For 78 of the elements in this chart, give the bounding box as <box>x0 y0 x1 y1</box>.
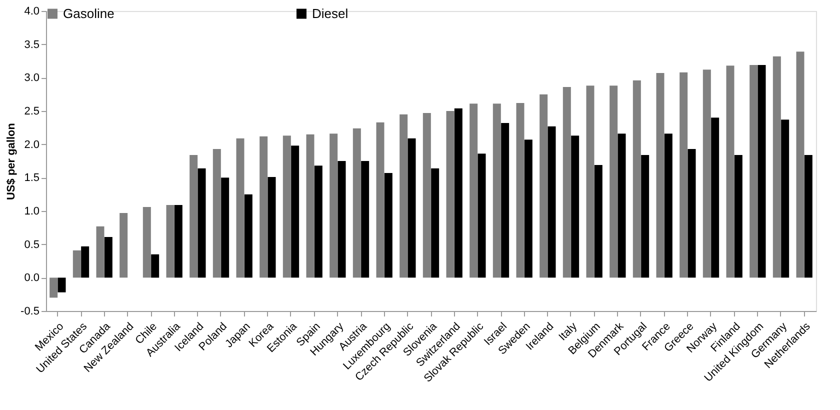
bar <box>680 72 688 278</box>
bar <box>190 155 198 278</box>
bar <box>750 65 758 278</box>
bar <box>212 149 221 278</box>
bar <box>632 80 641 278</box>
bar <box>81 246 90 278</box>
bar <box>796 52 804 278</box>
bar <box>306 134 314 278</box>
bar <box>470 104 478 278</box>
bar <box>282 136 291 278</box>
bar <box>361 161 370 278</box>
bar <box>641 155 650 278</box>
bar <box>72 250 81 278</box>
bar <box>96 226 104 278</box>
bar <box>151 254 160 278</box>
bar <box>174 205 182 278</box>
bar <box>702 70 711 278</box>
bar <box>711 118 720 278</box>
bar <box>400 114 408 278</box>
bar <box>236 138 244 278</box>
bar <box>540 94 548 278</box>
bar <box>664 134 672 278</box>
bar <box>446 111 454 278</box>
y-tick-label: 2.0 <box>24 138 40 151</box>
bar <box>268 177 276 278</box>
y-tick-label: 3.5 <box>24 38 40 51</box>
bar <box>330 134 338 278</box>
bar <box>422 113 431 278</box>
bar <box>758 65 766 278</box>
bar <box>656 73 664 278</box>
bar <box>726 66 734 278</box>
bar <box>58 278 66 292</box>
bar <box>431 168 440 278</box>
bar <box>244 194 252 278</box>
bar <box>804 155 812 278</box>
bar <box>781 120 790 278</box>
y-tick-label: 0.5 <box>24 238 40 251</box>
legend-label: Gasoline <box>63 6 114 21</box>
y-tick-label: -0.5 <box>20 306 40 318</box>
bar <box>120 213 128 278</box>
bar <box>688 149 696 278</box>
bar <box>198 168 206 278</box>
bar <box>524 140 532 278</box>
y-tick-label: 4.0 <box>24 6 40 18</box>
bar <box>408 138 416 278</box>
bar <box>352 128 361 278</box>
bar <box>772 56 781 278</box>
bar <box>548 126 556 278</box>
bar <box>478 154 486 278</box>
bar <box>562 87 571 278</box>
bar <box>50 278 58 298</box>
bar <box>454 108 462 278</box>
bar <box>618 134 626 278</box>
bar <box>104 237 112 278</box>
bar <box>492 104 501 278</box>
bar <box>571 136 580 278</box>
bar <box>142 207 151 278</box>
bar <box>594 165 602 278</box>
y-tick-label: 3.0 <box>24 72 40 84</box>
bar <box>376 122 384 278</box>
y-tick-label: 2.5 <box>24 106 40 118</box>
bar <box>314 166 322 278</box>
bar <box>384 173 392 278</box>
bar <box>610 86 618 278</box>
y-tick-label: 1.5 <box>24 172 40 184</box>
bar <box>734 155 742 278</box>
bar <box>338 161 346 278</box>
bar <box>516 103 524 278</box>
bar <box>501 123 510 278</box>
y-tick-label: 1.0 <box>24 206 40 218</box>
bar <box>221 178 230 278</box>
bar <box>586 86 594 278</box>
bar <box>291 146 300 278</box>
y-tick-label: 0.0 <box>24 272 40 284</box>
legend-label: Diesel <box>312 6 348 21</box>
y-axis-title: US$ per gallon <box>6 122 18 200</box>
bar <box>260 136 268 278</box>
bar <box>166 205 174 278</box>
